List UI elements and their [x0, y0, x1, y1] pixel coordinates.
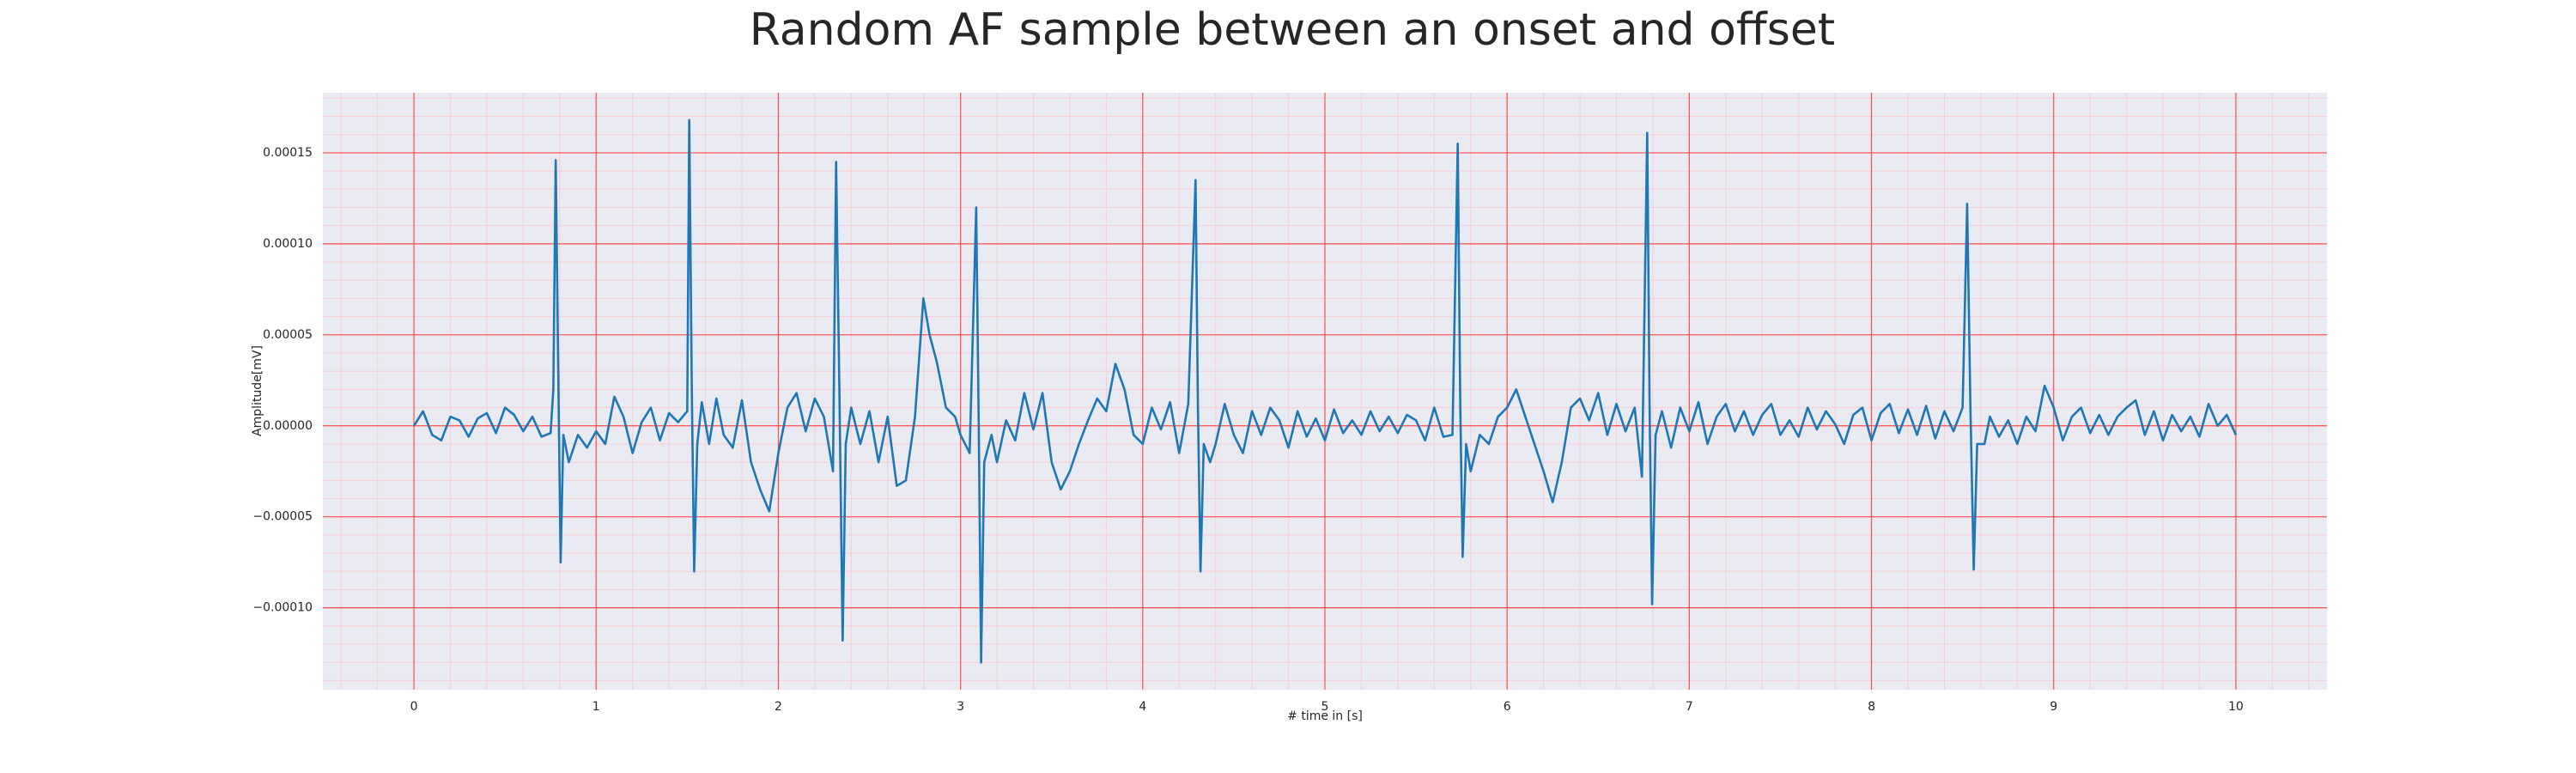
chart-title: Random AF sample between an onset and of… [750, 4, 1835, 56]
y-tick-label: −0.00005 [252, 510, 313, 524]
x-tick-label: 2 [775, 700, 782, 714]
x-tick-label: 0 [410, 700, 418, 714]
x-tick-label: 3 [957, 700, 964, 714]
x-tick-label: 7 [1686, 700, 1693, 714]
y-tick-label: 0.00010 [263, 237, 313, 251]
y-tick-label: 0.00005 [263, 328, 313, 342]
x-tick-label: 4 [1139, 700, 1146, 714]
x-tick-label: 9 [2050, 700, 2057, 714]
x-tick-label: 6 [1504, 700, 1511, 714]
y-tick-label: −0.00010 [252, 601, 313, 615]
x-tick-label: 1 [592, 700, 600, 714]
x-axis-label: # time in [s] [1287, 709, 1363, 723]
x-tick-label: 10 [2228, 700, 2244, 714]
x-tick-label: 5 [1321, 700, 1329, 714]
signal-line [412, 119, 2238, 664]
y-tick-label: 0.00000 [263, 419, 313, 433]
y-axis-label: Amplitude[mV] [251, 345, 264, 436]
y-tick-label: 0.00015 [263, 146, 313, 160]
x-tick-label: 8 [1868, 700, 1875, 714]
